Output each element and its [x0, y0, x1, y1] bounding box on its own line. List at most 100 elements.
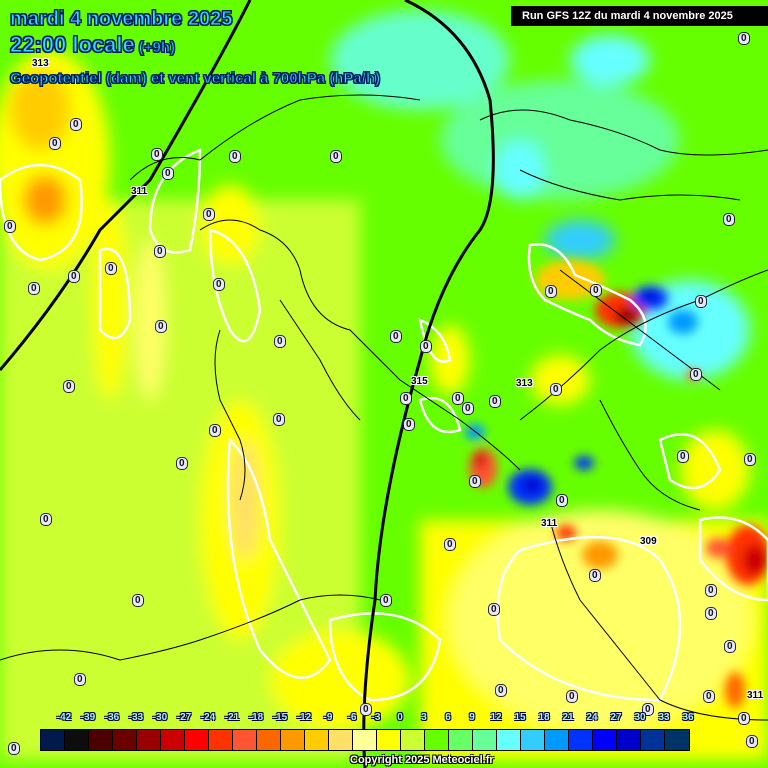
zero-contour-label: 0 — [642, 703, 654, 716]
intense-cells — [465, 260, 768, 708]
zero-contour-label: 0 — [229, 150, 241, 163]
zero-contour-label: 0 — [105, 262, 117, 275]
legend-tick-label: 30 — [634, 712, 646, 723]
legend-swatch — [401, 730, 425, 750]
zero-contour-label: 0 — [495, 684, 507, 697]
zero-contour-label: 0 — [63, 380, 75, 393]
run-banner: Run GFS 12Z du mardi 4 novembre 2025 — [511, 6, 768, 26]
legend-tick-label: 12 — [490, 712, 502, 723]
legend-ticks: -42 -39 -36 -33 -30 -27 -24 -21 -18 -15 -12 -9 -6 -3 0… — [40, 712, 720, 726]
legend-swatch — [617, 730, 641, 750]
zero-contour-label: 0 — [70, 118, 82, 131]
legend-swatch — [89, 730, 113, 750]
zero-contour-label: 0 — [488, 603, 500, 616]
legend-swatch — [281, 730, 305, 750]
local-time: 22:00 locale — [10, 32, 136, 58]
zero-contour-label: 0 — [589, 569, 601, 582]
legend-tick-label: -12 — [296, 712, 312, 723]
legend-swatch — [449, 730, 473, 750]
legend-tick-label: 33 — [658, 712, 670, 723]
legend-tick-label: -42 — [56, 712, 72, 723]
zero-contour-label: 0 — [690, 368, 702, 381]
zero-contour-label: 0 — [550, 383, 562, 396]
zero-contour-label: 0 — [420, 340, 432, 353]
zero-contour-label: 0 — [724, 640, 736, 653]
zero-contour-label: 0 — [151, 148, 163, 161]
legend-tick-label: -24 — [200, 712, 216, 723]
legend-swatch — [473, 730, 497, 750]
legend-swatch — [545, 730, 569, 750]
zero-contour-label: 0 — [400, 392, 412, 405]
zero-contour-label: 0 — [590, 284, 602, 297]
zero-contour-label: 0 — [566, 690, 578, 703]
forecast-offset: (+9h) — [138, 39, 176, 57]
zero-contour-label: 0 — [74, 673, 86, 686]
color-legend — [40, 729, 690, 751]
legend-swatch — [353, 730, 377, 750]
geopotential-label: 311 — [747, 690, 764, 701]
legend-swatch — [377, 730, 401, 750]
legend-swatch — [41, 730, 65, 750]
zero-contour-label: 0 — [452, 392, 464, 405]
legend-tick-label: -27 — [176, 712, 192, 723]
legend-swatch — [425, 730, 449, 750]
legend-swatch — [233, 730, 257, 750]
legend-tick-label: 15 — [514, 712, 526, 723]
zero-contour-label: 0 — [469, 475, 481, 488]
legend-tick-label: -36 — [104, 712, 120, 723]
legend-swatch — [329, 730, 353, 750]
legend-swatch — [137, 730, 161, 750]
legend-tick-label: 27 — [610, 712, 622, 723]
zero-contour-label: 0 — [132, 594, 144, 607]
zero-contour-label: 0 — [380, 594, 392, 607]
zero-contour-label: 0 — [40, 513, 52, 526]
geopotential-label: 309 — [640, 536, 657, 547]
zero-contour-label: 0 — [28, 282, 40, 295]
zero-contour-label: 0 — [462, 402, 474, 415]
parameter-title: Geopotentiel (dam) et vent vertical à 70… — [9, 70, 381, 88]
zero-contour-label: 0 — [738, 32, 750, 45]
legend-tick-label: 18 — [538, 712, 550, 723]
zero-contour-label: 0 — [154, 245, 166, 258]
legend-swatch — [209, 730, 233, 750]
zero-contour-label: 0 — [4, 220, 16, 233]
zero-contour-label: 0 — [68, 270, 80, 283]
zero-contour-label: 0 — [545, 285, 557, 298]
legend-tick-label: -3 — [371, 712, 381, 723]
zero-contour-label: 0 — [705, 584, 717, 597]
geopotential-label: 315 — [411, 376, 428, 387]
legend-swatch — [185, 730, 209, 750]
legend-tick-label: 21 — [562, 712, 574, 723]
legend-tick-label: 9 — [469, 712, 475, 723]
legend-swatch — [641, 730, 665, 750]
zero-contour-label: 0 — [274, 335, 286, 348]
legend-tick-label: -39 — [80, 712, 96, 723]
zero-contour-label: 0 — [162, 167, 174, 180]
legend-swatch — [305, 730, 329, 750]
copyright: Copyright 2025 Meteociel.fr — [350, 754, 494, 766]
zero-contour-label: 0 — [556, 494, 568, 507]
zero-contour-label: 0 — [203, 208, 215, 221]
forecast-date: mardi 4 novembre 2025 — [9, 8, 233, 31]
legend-tick-label: 36 — [682, 712, 694, 723]
zero-contour-label: 0 — [703, 690, 715, 703]
legend-tick-label: 6 — [445, 712, 451, 723]
legend-tick-label: -30 — [152, 712, 168, 723]
zero-contour-label: 0 — [744, 453, 756, 466]
zero-contour-label: 0 — [8, 742, 20, 755]
geopotential-label: 311 — [131, 186, 148, 197]
legend-tick-label: 24 — [586, 712, 598, 723]
legend-swatch — [161, 730, 185, 750]
legend-tick-label: -9 — [323, 712, 333, 723]
legend-swatch — [497, 730, 521, 750]
geopotential-label: 311 — [541, 518, 558, 529]
zero-contour-label: 0 — [360, 703, 372, 716]
zero-contour-label: 0 — [746, 735, 758, 748]
legend-swatch — [521, 730, 545, 750]
zero-contour-label: 0 — [444, 538, 456, 551]
legend-tick-label: -6 — [347, 712, 357, 723]
zero-contour-label: 0 — [705, 607, 717, 620]
zero-contour-label: 0 — [273, 413, 285, 426]
zero-contour-label: 0 — [390, 330, 402, 343]
